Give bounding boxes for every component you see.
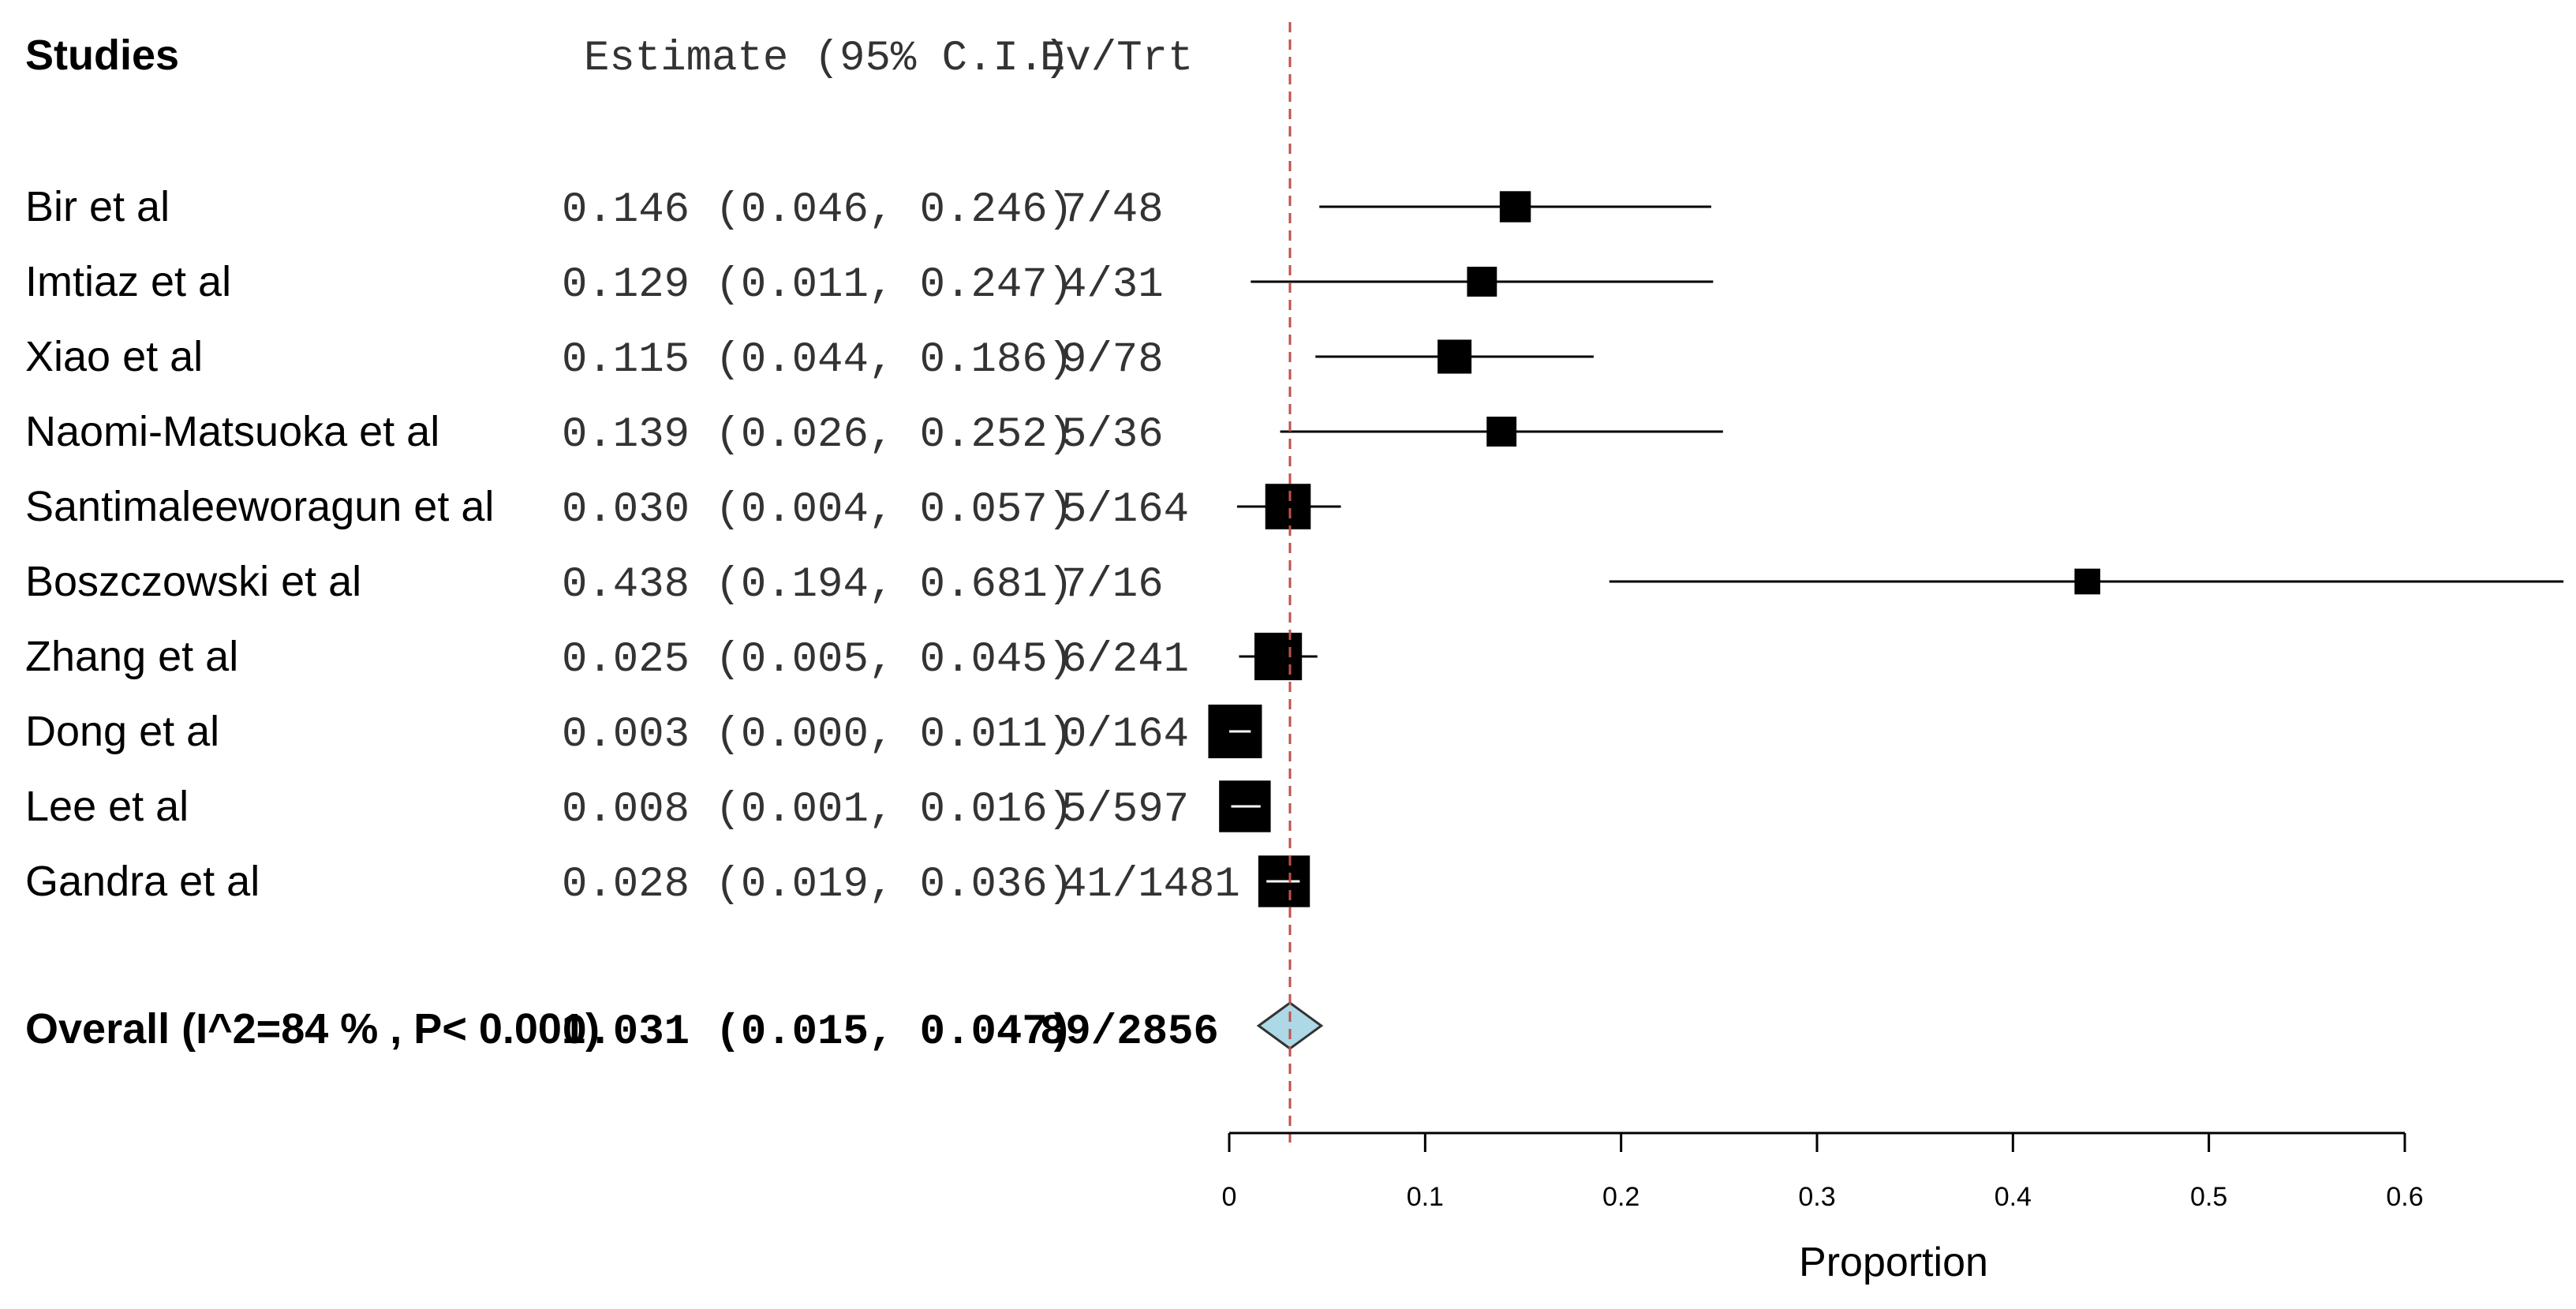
study-point [1467,267,1497,297]
study-events: 5/36 [1061,411,1164,459]
x-tick-label: 0.6 [2386,1182,2423,1212]
study-name: Naomi-Matsuoka et al [25,408,439,455]
x-tick-label: 0 [1222,1182,1237,1212]
study-point [2074,568,2101,595]
overall-label: Overall (I^2=84 % , P< 0.001) [25,1005,600,1053]
study-point [1499,191,1531,223]
study-name: Lee et al [25,783,189,830]
study-events: 7/16 [1061,561,1164,609]
study-name: Santimaleeworagun et al [25,483,494,530]
x-axis: 0 0.1 0.2 0.3 0.4 0.5 0.6 [1222,1131,2424,1212]
study-rows: Bir et al 0.146 (0.046, 0.246)7/48 Imtiaz … [25,183,2564,909]
study-point [1254,632,1303,681]
study-events: 0/164 [1061,711,1189,759]
study-name: Xiao et al [25,333,203,380]
x-tick-label: 0.1 [1407,1182,1444,1212]
study-estimate: 0.146 (0.046, 0.246) [562,186,1073,234]
study-name: Boszczowski et al [25,558,361,605]
overall-estimate: 0.031 (0.015, 0.047) [562,1008,1073,1057]
study-estimate: 0.028 (0.019, 0.036) [562,861,1073,909]
study-estimate: 0.139 (0.026, 0.252) [562,411,1073,459]
study-estimate: 0.003 (0.000, 0.011) [562,711,1073,759]
x-tick-label: 0.3 [1798,1182,1835,1212]
study-estimate: 0.438 (0.194, 0.681) [562,561,1073,609]
study-estimate: 0.030 (0.004, 0.057) [562,486,1073,534]
study-name: Zhang et al [25,633,238,680]
study-name: Gandra et al [25,858,260,905]
x-tick-label: 0.5 [2190,1182,2227,1212]
study-events: 41/1481 [1061,861,1240,909]
header-studies: Studies [25,32,179,79]
study-events: 4/31 [1061,261,1164,309]
study-name: Imtiaz et al [25,258,231,305]
study-estimate: 0.115 (0.044, 0.186) [562,336,1073,384]
study-point [1438,339,1472,374]
study-name: Bir et al [25,183,170,230]
study-events: 5/164 [1061,486,1189,534]
study-name: Dong et al [25,708,219,755]
header-events: Ev/Trt [1040,35,1193,83]
overall-diamond [1256,1001,1324,1050]
study-events: 5/597 [1061,786,1189,834]
study-point [1265,484,1311,529]
study-events: 7/48 [1061,186,1164,234]
x-axis-label: Proportion [1799,1240,1988,1285]
x-tick-label: 0.2 [1602,1182,1639,1212]
study-events: 6/241 [1061,636,1189,684]
study-estimate: 0.025 (0.005, 0.045) [562,636,1073,684]
x-tick-label: 0.4 [1995,1182,2032,1212]
study-estimate: 0.008 (0.001, 0.016) [562,786,1073,834]
study-events: 9/78 [1061,336,1164,384]
overall-events: 89/2856 [1040,1008,1219,1057]
header-estimate: Estimate (95% C.I.) [584,35,1070,83]
study-estimate: 0.129 (0.011, 0.247) [562,261,1073,309]
study-point [1486,417,1517,447]
